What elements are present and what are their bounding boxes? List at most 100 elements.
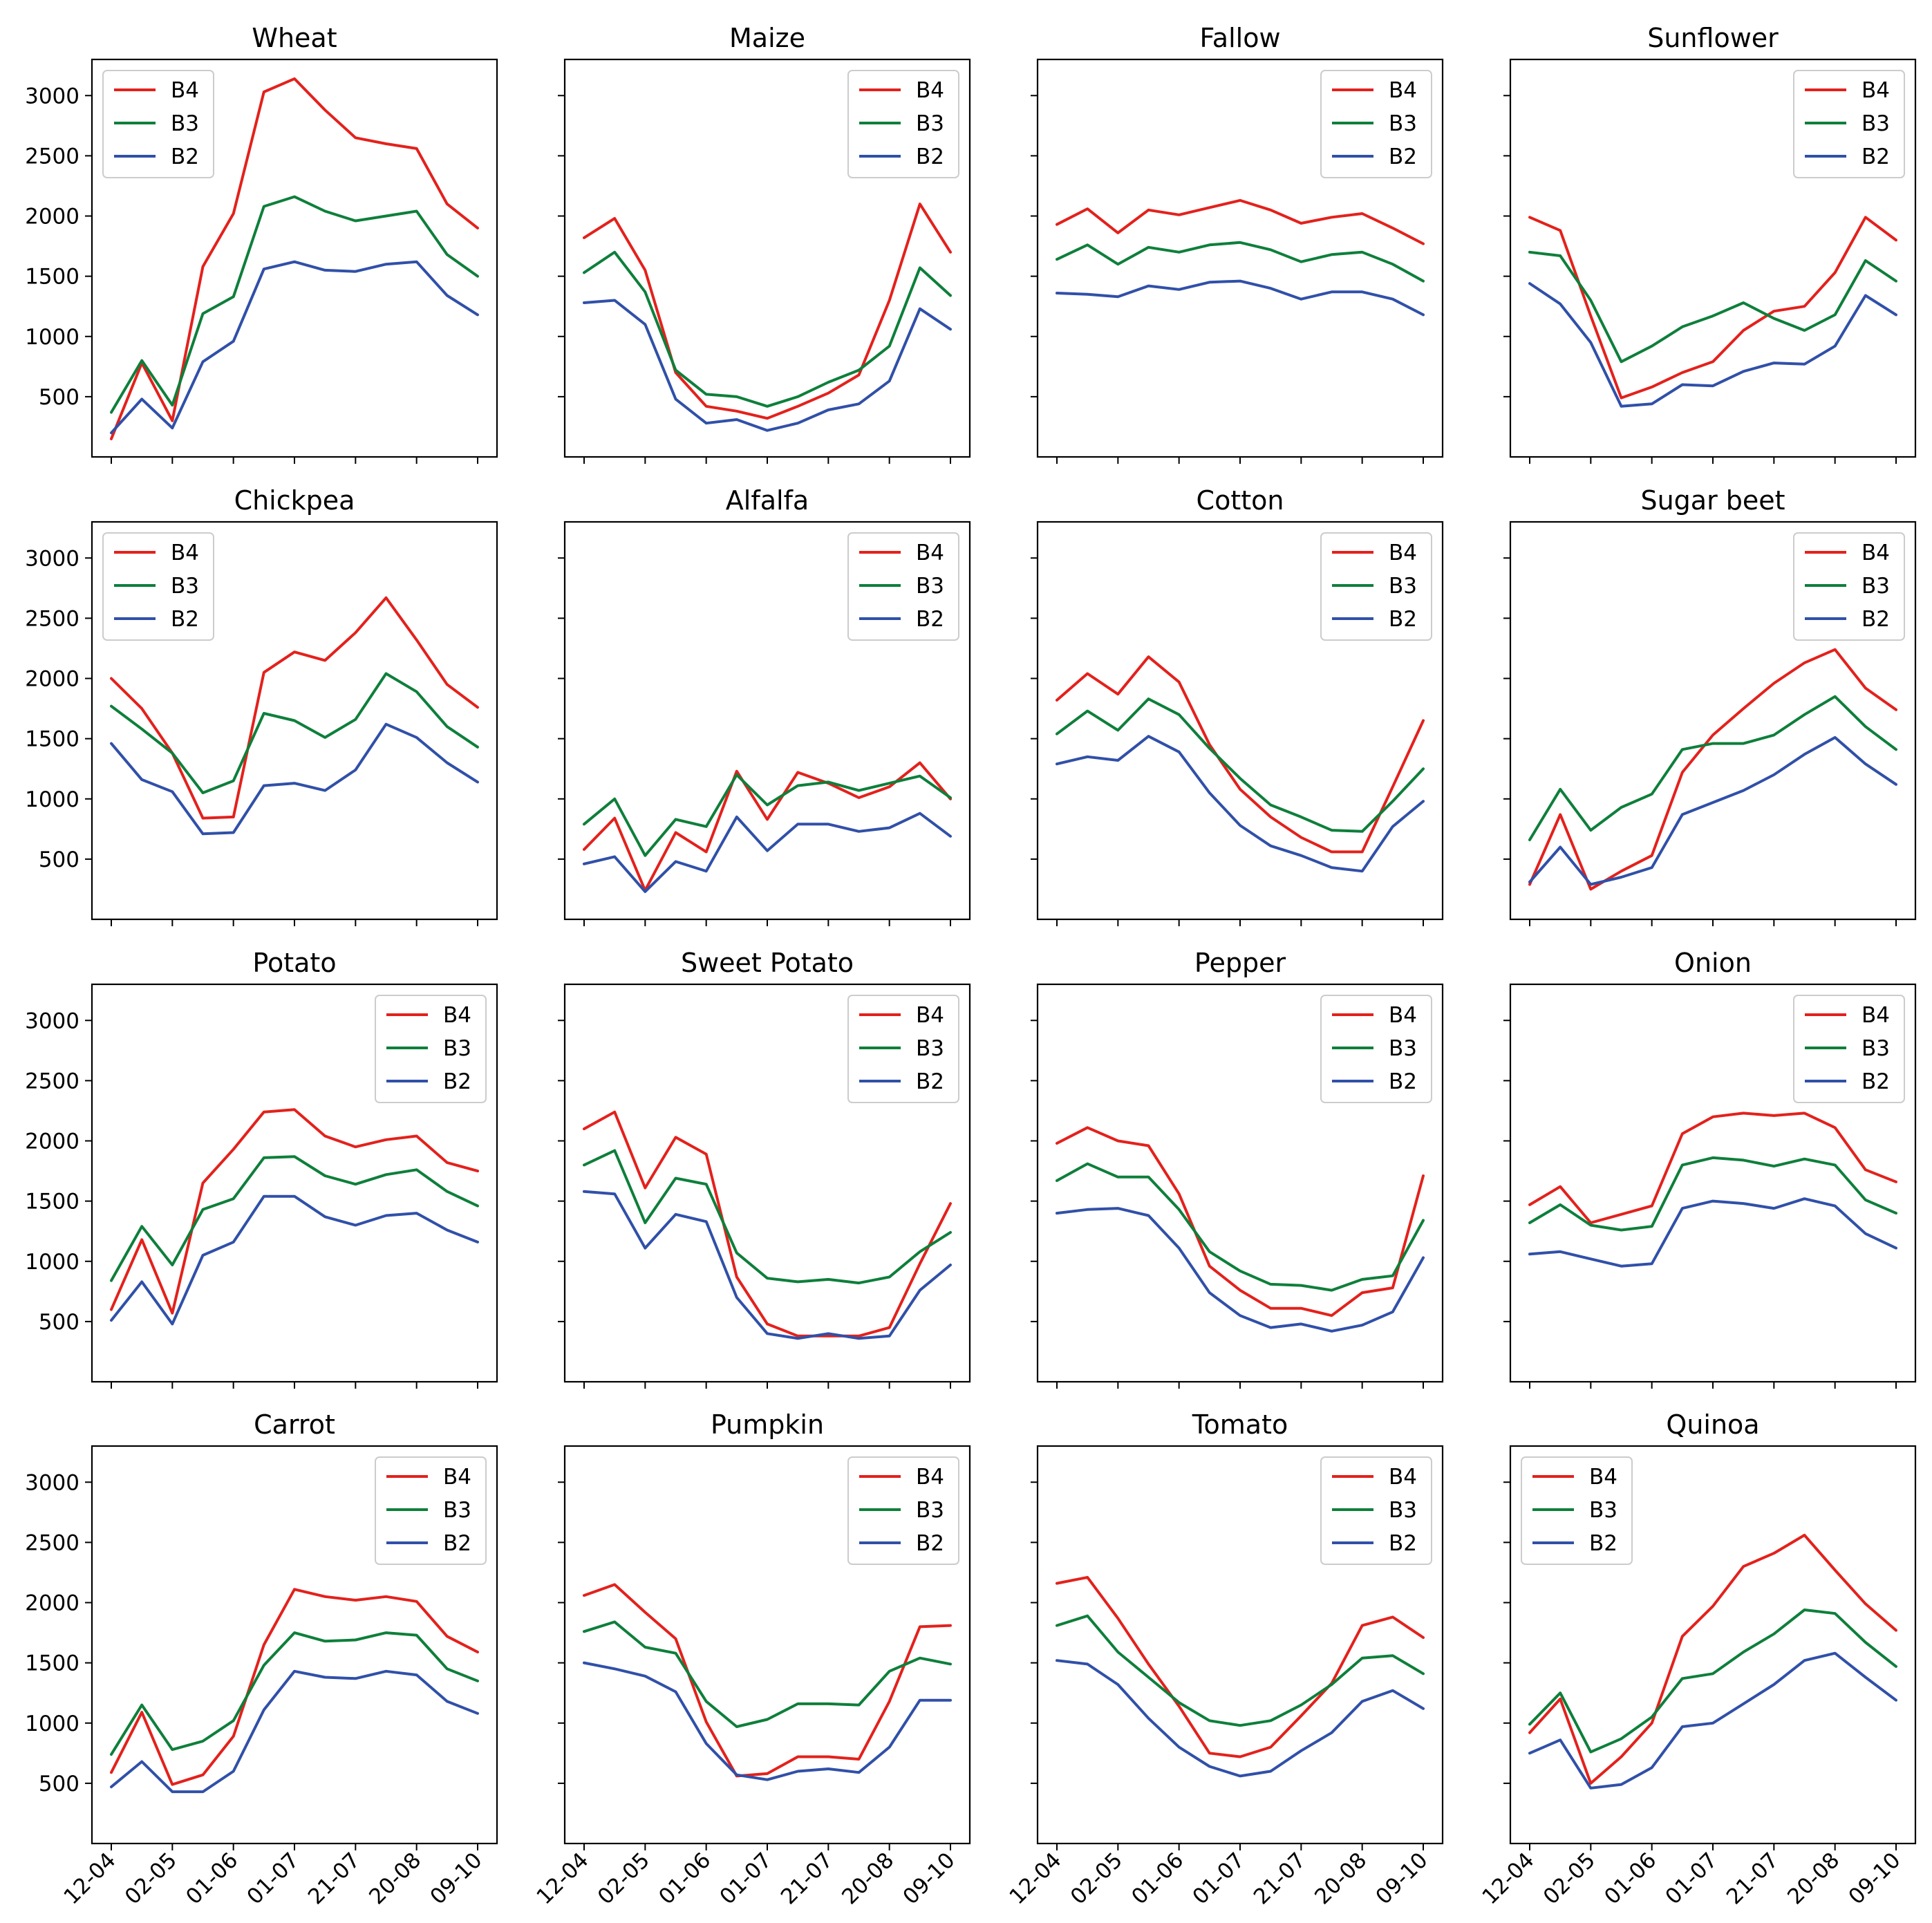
series-line-b4	[583, 203, 952, 420]
y-tick-label: 1000	[25, 325, 79, 350]
legend: B4 B3 B2	[847, 1456, 959, 1565]
legend-label-b3: B3	[916, 1036, 944, 1061]
series-line-b4	[110, 1108, 479, 1315]
x-tick-label: 02-05	[1066, 1848, 1127, 1909]
legend-box	[1793, 995, 1905, 1103]
legend-label-b2: B2	[1389, 144, 1417, 169]
legend-box	[847, 532, 959, 641]
panel-title: Maize	[729, 23, 805, 53]
legend-label-b2: B2	[171, 607, 199, 632]
legend-label-b4: B4	[1389, 541, 1417, 565]
panel-title: Tomato	[1192, 1409, 1288, 1440]
legend-box	[847, 70, 959, 178]
x-tick-label: 02-05	[593, 1848, 655, 1909]
panel-title: Sweet Potato	[681, 948, 854, 978]
panel-title: Cotton	[1197, 485, 1284, 516]
series-line-b3	[110, 1155, 479, 1282]
panel-title: Wheat	[252, 23, 337, 53]
series-line-b3	[1056, 1162, 1425, 1292]
series-line-b4	[1056, 655, 1425, 854]
series-line-b2	[1528, 1197, 1897, 1268]
legend-box	[1320, 1456, 1432, 1565]
y-tick-label: 3000	[25, 1009, 79, 1033]
legend: B4 B3 B2	[847, 995, 959, 1103]
legend-label-b3: B3	[1389, 574, 1417, 599]
series-line-b3	[110, 195, 479, 414]
series-line-b4	[110, 1588, 479, 1786]
legend-box	[102, 532, 214, 641]
legend-label-b3: B3	[1389, 111, 1417, 136]
legend-label-b4: B4	[1589, 1465, 1617, 1490]
series-line-b3	[583, 250, 952, 408]
y-tick-label: 2000	[25, 205, 79, 229]
x-tick-label: 21-07	[303, 1848, 365, 1909]
panel-fallow: Fallow B4 B3 B2	[1031, 23, 1444, 464]
x-tick-label: 20-08	[837, 1848, 899, 1909]
panel-alfalfa: Alfalfa B4 B3 B2	[558, 485, 971, 926]
y-tick-label: 2000	[25, 667, 79, 692]
series-line-b3	[583, 773, 952, 857]
series-line-b4	[1056, 1575, 1425, 1758]
legend: B4 B3 B2	[1320, 532, 1432, 641]
series-line-b2	[110, 260, 479, 435]
panel-title: Fallow	[1199, 23, 1280, 53]
series-line-b4	[1528, 648, 1897, 891]
panel-wheat: Wheat 500 1000 1500 2000 2500 3000 B4 B3 B2	[25, 23, 498, 464]
y-tick-label: 1000	[25, 1711, 79, 1736]
panel-maize: Maize B4 B3 B2	[558, 23, 971, 464]
legend-label-b3: B3	[916, 111, 944, 136]
legend: B4 B3 B2	[847, 532, 959, 641]
legend-box	[847, 995, 959, 1103]
panel-onion: Onion B4 B3 B2	[1503, 948, 1917, 1389]
x-tick-label: 12-04	[532, 1848, 593, 1909]
legend: B4 B3 B2	[847, 70, 959, 178]
series-line-b2	[583, 299, 952, 432]
legend: B4 B3 B2	[1320, 995, 1432, 1103]
y-tick-label: 1500	[25, 1190, 79, 1214]
legend-label-b3: B3	[443, 1036, 471, 1061]
series-line-b2	[583, 1661, 952, 1781]
legend-label-b3: B3	[916, 574, 944, 599]
legend-box	[1320, 995, 1432, 1103]
legend-label-b3: B3	[1861, 111, 1890, 136]
series-line-b4	[583, 1583, 952, 1778]
y-tick-label: 1000	[25, 787, 79, 812]
series-line-b2	[1528, 735, 1897, 886]
series-line-b4	[1528, 1111, 1897, 1224]
legend-label-b2: B2	[443, 1531, 471, 1556]
legend-label-b4: B4	[1861, 541, 1890, 565]
x-tick-label: 12-04	[1477, 1848, 1539, 1909]
series-line-b2	[1528, 282, 1897, 408]
x-tick-label: 01-06	[654, 1848, 715, 1909]
panel-title: Quinoa	[1666, 1409, 1759, 1440]
series-line-b3	[110, 1631, 479, 1756]
panel-potato: Potato 500 1000 1500 2000 2500 3000 B4 B3 B2	[25, 948, 498, 1389]
panel-title: Potato	[252, 948, 336, 978]
legend-label-b4: B4	[171, 541, 199, 565]
legend-label-b2: B2	[1589, 1531, 1617, 1556]
legend-box	[1320, 70, 1432, 178]
panel-sunflower: Sunflower B4 B3 B2	[1503, 23, 1917, 464]
x-tick-label: 01-06	[1600, 1848, 1661, 1909]
y-tick-label: 2500	[25, 144, 79, 169]
series-line-b2	[583, 812, 952, 893]
y-tick-label: 500	[39, 847, 79, 872]
series-line-b3	[110, 672, 479, 794]
legend-label-b3: B3	[916, 1498, 944, 1523]
series-line-b2	[1528, 1651, 1897, 1790]
series-line-b3	[583, 1620, 952, 1728]
x-tick-label: 02-05	[1539, 1848, 1600, 1909]
legend-label-b4: B4	[443, 1465, 471, 1490]
legend-label-b2: B2	[916, 607, 944, 632]
legend-label-b2: B2	[1389, 607, 1417, 632]
series-line-b2	[1056, 1207, 1425, 1333]
legend-label-b2: B2	[443, 1069, 471, 1094]
legend-label-b2: B2	[171, 144, 199, 169]
x-tick-label: 21-07	[1249, 1848, 1311, 1909]
legend-label-b4: B4	[916, 541, 944, 565]
legend-box	[1793, 70, 1905, 178]
x-tick-label: 20-08	[1310, 1848, 1371, 1909]
series-line-b3	[1056, 241, 1425, 283]
